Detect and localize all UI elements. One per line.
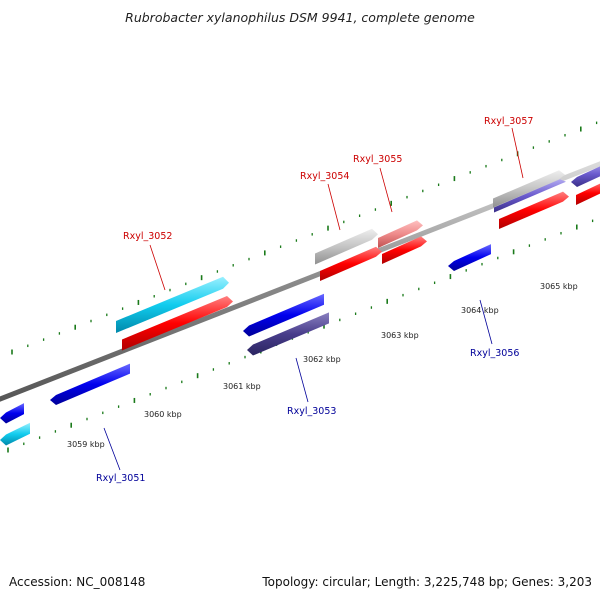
gene-arrow-rxyl-3053[interactable] — [247, 312, 329, 356]
gene-label-rxyl-3052: Rxyl_3052 — [123, 231, 172, 242]
scale-label: 3061 kbp — [223, 382, 261, 391]
gene-label-rxyl-3057: Rxyl_3057 — [484, 116, 533, 127]
gene-arrow-blue-b[interactable] — [243, 293, 324, 337]
scale-labels: 3059 kbp 3060 kbp 3061 kbp 3062 kbp 3063… — [67, 282, 578, 449]
scale-label: 3060 kbp — [144, 410, 182, 419]
gene-arrow-partial-red[interactable] — [576, 181, 600, 205]
gene-arrow-partial-blue[interactable] — [0, 403, 24, 424]
gene-label-rxyl-3051: Rxyl_3051 — [96, 473, 145, 484]
gene-arrow-rxyl-3057[interactable] — [494, 179, 566, 213]
gene-arrow-rxyl-3054[interactable] — [315, 228, 378, 265]
scale-label: 3063 kbp — [381, 331, 419, 340]
scale-label: 3065 kbp — [540, 282, 578, 291]
gene-features — [0, 161, 600, 446]
inner-tick-track — [7, 219, 594, 453]
gene-labels: Rxyl_3051 Rxyl_3052 Rxyl_3053 Rxyl_3054 … — [96, 116, 533, 484]
scale-label: 3062 kbp — [303, 355, 341, 364]
genome-summary-text: Topology: circular; Length: 3,225,748 bp… — [261, 575, 592, 589]
gene-arrow-partial-violet[interactable] — [571, 161, 600, 187]
gene-arrow-rxyl-3051[interactable] — [50, 363, 130, 405]
gene-arrow-red-d[interactable] — [382, 236, 427, 264]
scale-label: 3064 kbp — [461, 306, 499, 315]
genome-title: Rubrobacter xylanophilus DSM 9941, compl… — [125, 10, 475, 25]
outer-tick-track — [11, 121, 598, 355]
gene-arrow-grey-e[interactable] — [493, 170, 565, 208]
gene-arrow-partial-cyan[interactable] — [0, 422, 30, 446]
gene-arrow-red-f[interactable] — [499, 191, 569, 229]
gene-arrow-rxyl-3056[interactable] — [448, 244, 491, 271]
gene-label-leaders — [103, 127, 524, 471]
gene-arrow-red-a[interactable] — [122, 296, 233, 351]
gene-label-rxyl-3056: Rxyl_3056 — [470, 348, 519, 359]
gene-label-rxyl-3053: Rxyl_3053 — [287, 406, 336, 417]
accession-text: Accession: NC_008148 — [9, 575, 145, 589]
gene-label-rxyl-3054: Rxyl_3054 — [300, 171, 349, 182]
gene-arrow-rxyl-3055[interactable] — [378, 220, 423, 248]
scale-label: 3059 kbp — [67, 440, 105, 449]
gene-arrow-red-c[interactable] — [320, 246, 382, 281]
gene-label-rxyl-3055: Rxyl_3055 — [353, 154, 402, 165]
gene-arrow-rxyl-3052[interactable] — [116, 276, 229, 333]
